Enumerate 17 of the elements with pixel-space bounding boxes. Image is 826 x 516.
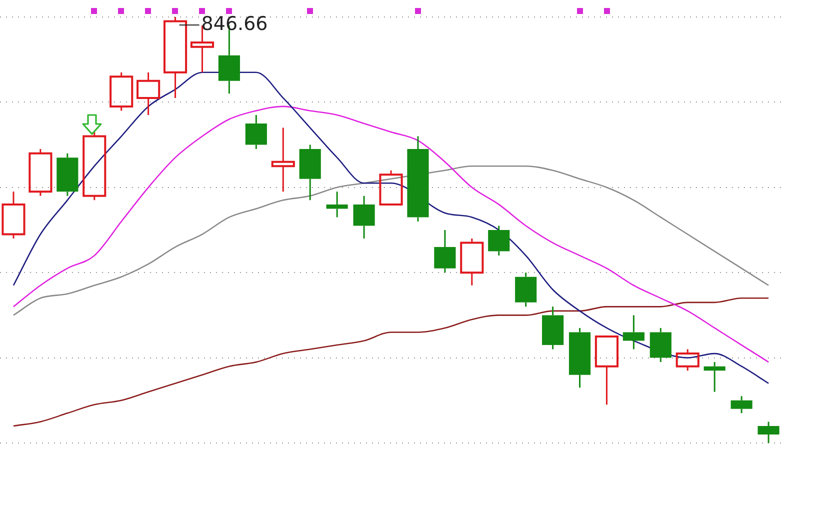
candlestick (326, 190, 348, 218)
candlestick (568, 327, 591, 388)
candlestick (407, 136, 429, 222)
candlestick (730, 395, 752, 414)
candlestick (650, 327, 672, 363)
candlestick (353, 195, 375, 240)
candlestick (434, 229, 456, 274)
candlestick (299, 144, 321, 201)
candlestick (704, 361, 726, 393)
candlestick (758, 420, 780, 444)
candlestick (622, 314, 644, 350)
candlestick (515, 272, 537, 308)
candlestick (488, 224, 510, 256)
candlestick (56, 152, 78, 197)
annotation: 846.66 (201, 12, 268, 35)
candlestick (542, 306, 564, 350)
candlestick (245, 114, 267, 150)
